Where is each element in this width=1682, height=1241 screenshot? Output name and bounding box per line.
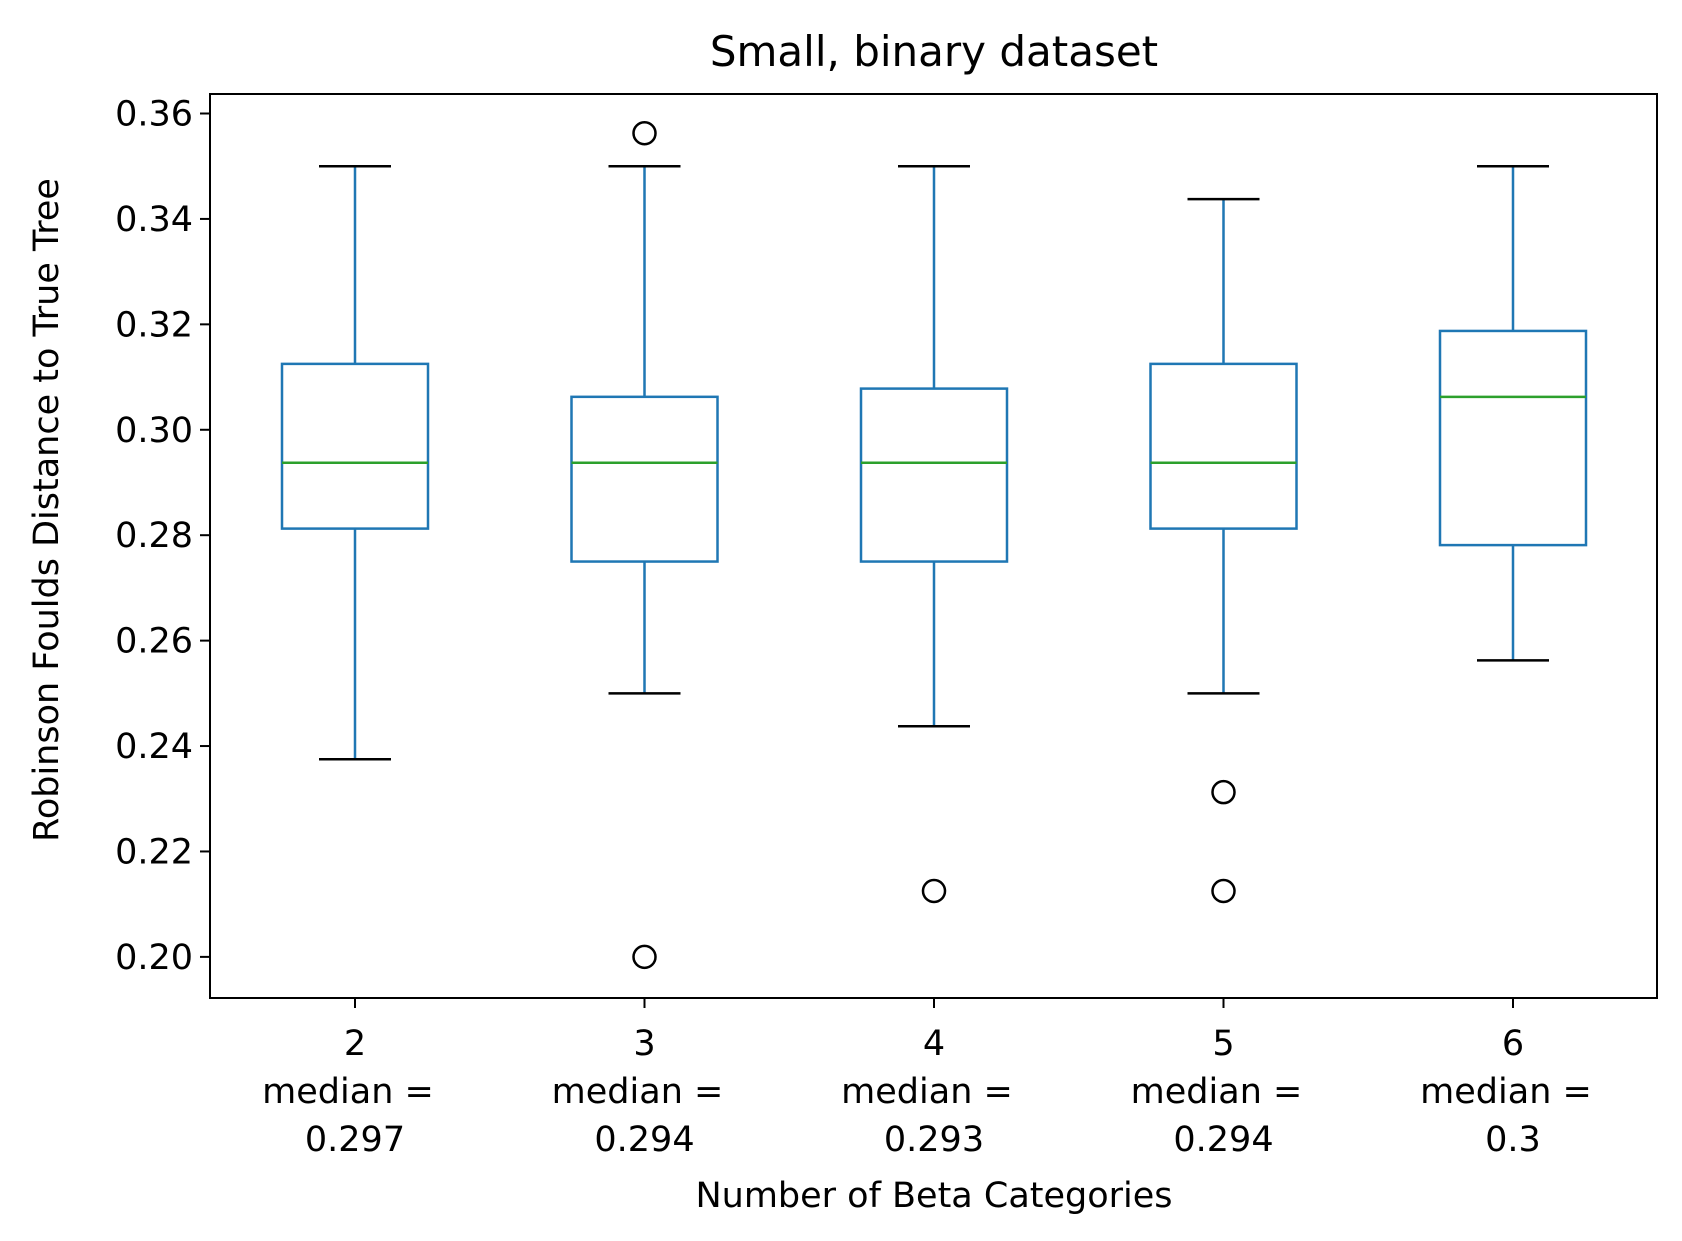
x-tick-label: 3 — [633, 1024, 655, 1064]
box — [1438, 329, 1588, 547]
outlier-point — [1211, 878, 1236, 904]
x-tick-median-label: median = — [262, 1072, 434, 1112]
x-tick-label: 2 — [344, 1024, 366, 1064]
box — [1149, 362, 1298, 530]
outlier-point — [921, 878, 947, 904]
y-tick-label: 0.20 — [115, 938, 193, 978]
y-tick-label: 0.22 — [115, 832, 193, 872]
x-tick-median-label: median = — [552, 1072, 724, 1112]
y-tick-label: 0.26 — [115, 622, 193, 662]
box — [570, 395, 719, 563]
box — [280, 362, 430, 530]
x-tick-median-value: 0.294 — [1173, 1120, 1273, 1160]
x-tick-median-value: 0.297 — [305, 1120, 405, 1160]
chart-title: Small, binary dataset — [710, 27, 1158, 76]
box — [859, 387, 1009, 563]
y-tick-label: 0.32 — [115, 305, 193, 345]
x-tick-median-label: median = — [841, 1072, 1013, 1112]
x-tick-label: 6 — [1502, 1024, 1524, 1064]
y-tick-label: 0.28 — [115, 516, 193, 556]
x-tick-median-value: 0.3 — [1485, 1120, 1541, 1160]
outlier-point — [632, 121, 657, 146]
y-tick-label: 0.34 — [115, 200, 193, 240]
outlier-point — [632, 944, 657, 970]
x-tick-median-label: median = — [1131, 1072, 1303, 1112]
plot-area: 0.200.220.240.260.280.300.320.340.362med… — [115, 93, 1658, 1160]
x-tick-median-value: 0.294 — [594, 1120, 694, 1160]
x-tick-label: 4 — [923, 1024, 945, 1064]
x-axis-label: Number of Beta Categories — [695, 1176, 1172, 1216]
y-tick-label: 0.36 — [115, 95, 193, 135]
x-tick-label: 5 — [1212, 1024, 1234, 1064]
y-tick-label: 0.24 — [115, 727, 193, 767]
y-tick-label: 0.30 — [115, 411, 193, 451]
y-axis-label: Robinson Foulds Distance to True Tree — [27, 178, 67, 842]
x-tick-median-label: median = — [1420, 1072, 1592, 1112]
x-tick-median-value: 0.293 — [884, 1120, 984, 1160]
outlier-point — [1211, 779, 1236, 805]
